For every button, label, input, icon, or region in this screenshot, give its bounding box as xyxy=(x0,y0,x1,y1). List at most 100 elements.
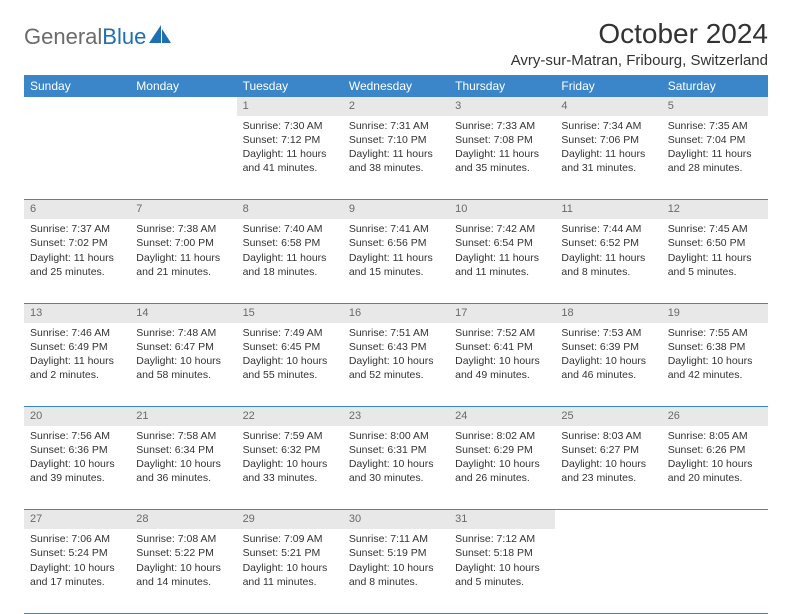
day-cell: Sunrise: 8:00 AMSunset: 6:31 PMDaylight:… xyxy=(343,426,449,510)
day-cell: Sunrise: 7:30 AMSunset: 7:12 PMDaylight:… xyxy=(237,116,343,200)
weekday-header: Monday xyxy=(130,75,236,97)
week-row: Sunrise: 7:37 AMSunset: 7:02 PMDaylight:… xyxy=(24,219,768,303)
daylight-line: Daylight: 10 hours and 49 minutes. xyxy=(455,354,549,382)
weekday-header: Saturday xyxy=(662,75,768,97)
sunrise-line: Sunrise: 8:03 AM xyxy=(561,429,655,443)
daylight-line: Daylight: 11 hours and 25 minutes. xyxy=(30,251,124,279)
sunset-line: Sunset: 5:19 PM xyxy=(349,546,443,560)
day-number-cell xyxy=(555,510,661,529)
day-cell: Sunrise: 7:09 AMSunset: 5:21 PMDaylight:… xyxy=(237,529,343,613)
sunrise-line: Sunrise: 7:42 AM xyxy=(455,222,549,236)
location: Avry-sur-Matran, Fribourg, Switzerland xyxy=(511,52,768,69)
sunset-line: Sunset: 7:10 PM xyxy=(349,133,443,147)
day-cell: Sunrise: 7:33 AMSunset: 7:08 PMDaylight:… xyxy=(449,116,555,200)
daynum-row: 12345 xyxy=(24,97,768,116)
day-number-cell: 21 xyxy=(130,407,236,426)
day-number-cell: 25 xyxy=(555,407,661,426)
daylight-line: Daylight: 10 hours and 33 minutes. xyxy=(243,457,337,485)
daylight-line: Daylight: 11 hours and 21 minutes. xyxy=(136,251,230,279)
sunset-line: Sunset: 5:22 PM xyxy=(136,546,230,560)
day-number-cell: 9 xyxy=(343,200,449,219)
daylight-line: Daylight: 10 hours and 39 minutes. xyxy=(30,457,124,485)
sail-icon xyxy=(149,25,171,50)
day-cell: Sunrise: 7:59 AMSunset: 6:32 PMDaylight:… xyxy=(237,426,343,510)
day-number-cell: 15 xyxy=(237,303,343,322)
day-cell: Sunrise: 7:31 AMSunset: 7:10 PMDaylight:… xyxy=(343,116,449,200)
sunrise-line: Sunrise: 7:40 AM xyxy=(243,222,337,236)
day-number-cell: 7 xyxy=(130,200,236,219)
daylight-line: Daylight: 11 hours and 15 minutes. xyxy=(349,251,443,279)
daylight-line: Daylight: 10 hours and 58 minutes. xyxy=(136,354,230,382)
day-number-cell: 4 xyxy=(555,97,661,116)
sunset-line: Sunset: 6:52 PM xyxy=(561,236,655,250)
daylight-line: Daylight: 10 hours and 52 minutes. xyxy=(349,354,443,382)
daylight-line: Daylight: 10 hours and 5 minutes. xyxy=(455,561,549,589)
daylight-line: Daylight: 11 hours and 35 minutes. xyxy=(455,147,549,175)
day-number-cell: 19 xyxy=(662,303,768,322)
daylight-line: Daylight: 10 hours and 14 minutes. xyxy=(136,561,230,589)
day-cell: Sunrise: 7:12 AMSunset: 5:18 PMDaylight:… xyxy=(449,529,555,613)
daynum-row: 20212223242526 xyxy=(24,407,768,426)
day-cell: Sunrise: 7:48 AMSunset: 6:47 PMDaylight:… xyxy=(130,323,236,407)
day-number-cell: 3 xyxy=(449,97,555,116)
daylight-line: Daylight: 10 hours and 20 minutes. xyxy=(668,457,762,485)
sunset-line: Sunset: 7:06 PM xyxy=(561,133,655,147)
daynum-row: 2728293031 xyxy=(24,510,768,529)
day-cell: Sunrise: 7:40 AMSunset: 6:58 PMDaylight:… xyxy=(237,219,343,303)
sunset-line: Sunset: 6:26 PM xyxy=(668,443,762,457)
day-number-cell: 17 xyxy=(449,303,555,322)
sunrise-line: Sunrise: 7:12 AM xyxy=(455,532,549,546)
sunrise-line: Sunrise: 8:05 AM xyxy=(668,429,762,443)
sunrise-line: Sunrise: 7:38 AM xyxy=(136,222,230,236)
calendar-body: 12345Sunrise: 7:30 AMSunset: 7:12 PMDayl… xyxy=(24,97,768,613)
daylight-line: Daylight: 10 hours and 46 minutes. xyxy=(561,354,655,382)
sunrise-line: Sunrise: 7:08 AM xyxy=(136,532,230,546)
sunset-line: Sunset: 7:12 PM xyxy=(243,133,337,147)
sunrise-line: Sunrise: 7:35 AM xyxy=(668,119,762,133)
daylight-line: Daylight: 11 hours and 31 minutes. xyxy=(561,147,655,175)
sunset-line: Sunset: 7:08 PM xyxy=(455,133,549,147)
day-number-cell: 20 xyxy=(24,407,130,426)
day-number-cell: 27 xyxy=(24,510,130,529)
sunset-line: Sunset: 6:36 PM xyxy=(30,443,124,457)
day-cell: Sunrise: 7:11 AMSunset: 5:19 PMDaylight:… xyxy=(343,529,449,613)
day-cell: Sunrise: 7:44 AMSunset: 6:52 PMDaylight:… xyxy=(555,219,661,303)
day-number-cell: 23 xyxy=(343,407,449,426)
sunset-line: Sunset: 6:31 PM xyxy=(349,443,443,457)
sunrise-line: Sunrise: 7:52 AM xyxy=(455,326,549,340)
sunset-line: Sunset: 6:34 PM xyxy=(136,443,230,457)
day-number-cell: 10 xyxy=(449,200,555,219)
daylight-line: Daylight: 10 hours and 23 minutes. xyxy=(561,457,655,485)
day-cell xyxy=(662,529,768,613)
sunrise-line: Sunrise: 7:46 AM xyxy=(30,326,124,340)
day-cell: Sunrise: 7:34 AMSunset: 7:06 PMDaylight:… xyxy=(555,116,661,200)
sunrise-line: Sunrise: 7:44 AM xyxy=(561,222,655,236)
day-number-cell: 24 xyxy=(449,407,555,426)
day-number-cell xyxy=(130,97,236,116)
sunset-line: Sunset: 6:47 PM xyxy=(136,340,230,354)
day-cell: Sunrise: 7:56 AMSunset: 6:36 PMDaylight:… xyxy=(24,426,130,510)
day-number-cell: 29 xyxy=(237,510,343,529)
daylight-line: Daylight: 11 hours and 41 minutes. xyxy=(243,147,337,175)
day-cell: Sunrise: 8:05 AMSunset: 6:26 PMDaylight:… xyxy=(662,426,768,510)
day-cell: Sunrise: 7:08 AMSunset: 5:22 PMDaylight:… xyxy=(130,529,236,613)
daylight-line: Daylight: 10 hours and 17 minutes. xyxy=(30,561,124,589)
daylight-line: Daylight: 10 hours and 42 minutes. xyxy=(668,354,762,382)
sunrise-line: Sunrise: 7:58 AM xyxy=(136,429,230,443)
day-number-cell: 18 xyxy=(555,303,661,322)
weekday-header: Wednesday xyxy=(343,75,449,97)
week-row: Sunrise: 7:56 AMSunset: 6:36 PMDaylight:… xyxy=(24,426,768,510)
logo-part1: General xyxy=(24,24,102,49)
month-title: October 2024 xyxy=(511,18,768,50)
weekday-header: Friday xyxy=(555,75,661,97)
sunset-line: Sunset: 6:29 PM xyxy=(455,443,549,457)
calendar-table: SundayMondayTuesdayWednesdayThursdayFrid… xyxy=(24,75,768,614)
day-number-cell: 11 xyxy=(555,200,661,219)
sunrise-line: Sunrise: 7:11 AM xyxy=(349,532,443,546)
daylight-line: Daylight: 11 hours and 2 minutes. xyxy=(30,354,124,382)
day-cell xyxy=(130,116,236,200)
day-cell xyxy=(555,529,661,613)
day-cell: Sunrise: 7:06 AMSunset: 5:24 PMDaylight:… xyxy=(24,529,130,613)
daylight-line: Daylight: 10 hours and 36 minutes. xyxy=(136,457,230,485)
sunrise-line: Sunrise: 7:37 AM xyxy=(30,222,124,236)
